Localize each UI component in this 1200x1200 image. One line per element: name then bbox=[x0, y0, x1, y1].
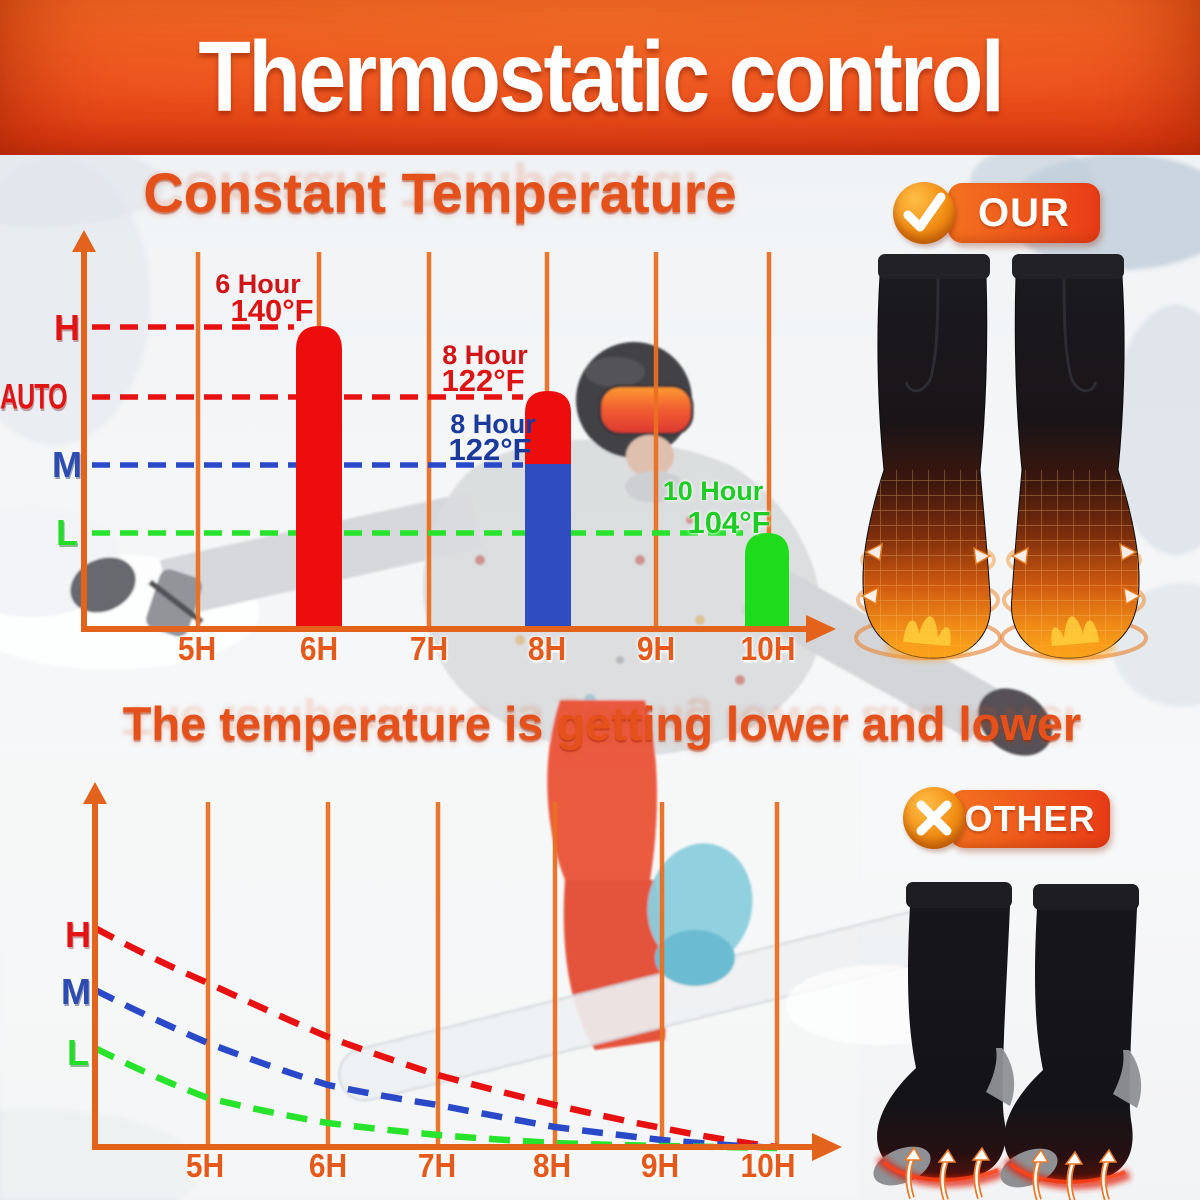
chart1-ytick-m: M bbox=[52, 444, 82, 485]
curve-m bbox=[93, 987, 778, 1152]
chart2-ytick-l: L bbox=[67, 1032, 89, 1073]
bar8-red-label-hours: 8 Hour bbox=[442, 340, 528, 370]
section1-heading: Constant Temperature bbox=[143, 161, 737, 224]
section1-heading-reflection: Constant Temperature bbox=[143, 163, 737, 218]
chart2-axes bbox=[83, 782, 842, 1161]
chart1-xtick-6h: 6H bbox=[299, 630, 339, 668]
top-banner: Thermostatic control bbox=[0, 0, 1200, 155]
bar10-label-hours: 10 Hour bbox=[662, 476, 764, 506]
section2-heading-reflection: The temperature is getting lower and low… bbox=[122, 699, 1082, 745]
background-clouds bbox=[0, 143, 1200, 1200]
chart1-xtick-9h: 9H bbox=[636, 630, 676, 668]
chart2-xtick-10h: 10H bbox=[740, 1147, 796, 1185]
chart1-ytick-auto: AUTO bbox=[0, 376, 67, 417]
our-badge: OUR bbox=[948, 183, 1100, 243]
bar-8h-blue bbox=[525, 464, 571, 629]
x-icon bbox=[903, 787, 965, 849]
chart1-reference-lines bbox=[92, 324, 743, 536]
heat-arrows bbox=[903, 1146, 991, 1200]
other-plain-socks bbox=[873, 882, 1141, 1200]
chart2-xtick-7h: 7H bbox=[417, 1147, 457, 1185]
other-badge-label: OTHER bbox=[964, 798, 1096, 839]
chart1-bars bbox=[296, 326, 789, 629]
chart1-xtick-5h: 5H bbox=[177, 630, 217, 668]
chart2-xtick-8h: 8H bbox=[532, 1147, 572, 1185]
bar8-blue-label-temp: 122°F bbox=[448, 432, 532, 467]
chart1-ytick-h: H bbox=[54, 307, 80, 348]
chart1-xtick-7h: 7H bbox=[409, 630, 449, 668]
bar-10h bbox=[745, 533, 789, 629]
snowboarder-photo bbox=[0, 342, 1053, 1102]
chart2-xtick-5h: 5H bbox=[185, 1147, 225, 1185]
chart2-xtick-6h: 6H bbox=[308, 1147, 348, 1185]
chart1-xtick-10h: 10H bbox=[740, 630, 796, 668]
check-icon bbox=[893, 182, 955, 244]
our-badge-label: OUR bbox=[978, 190, 1070, 235]
chart2-ytick-h: H bbox=[65, 914, 91, 955]
bar8-red-label-temp: 122°F bbox=[441, 363, 525, 398]
bar6-label-temp: 140°F bbox=[230, 293, 314, 328]
section2-heading: The temperature is getting lower and low… bbox=[122, 697, 1082, 750]
chart1-axes bbox=[72, 230, 836, 643]
chart1-ytick-l: L bbox=[56, 512, 78, 553]
our-heated-socks bbox=[854, 254, 1146, 662]
chart1-xtick-8h: 8H bbox=[527, 630, 567, 668]
bar-8h-red bbox=[525, 391, 571, 468]
banner-title: Thermostatic control bbox=[198, 21, 1004, 133]
bar-6h bbox=[296, 326, 342, 629]
chart2-xtick-9h: 9H bbox=[640, 1147, 680, 1185]
bar10-label-temp: 104°F bbox=[687, 505, 771, 540]
other-badge: OTHER bbox=[950, 790, 1110, 848]
bar8-blue-label-hours: 8 Hour bbox=[450, 409, 536, 439]
bar6-label-hours: 6 Hour bbox=[215, 269, 301, 299]
chart2-ytick-m: M bbox=[61, 971, 91, 1012]
